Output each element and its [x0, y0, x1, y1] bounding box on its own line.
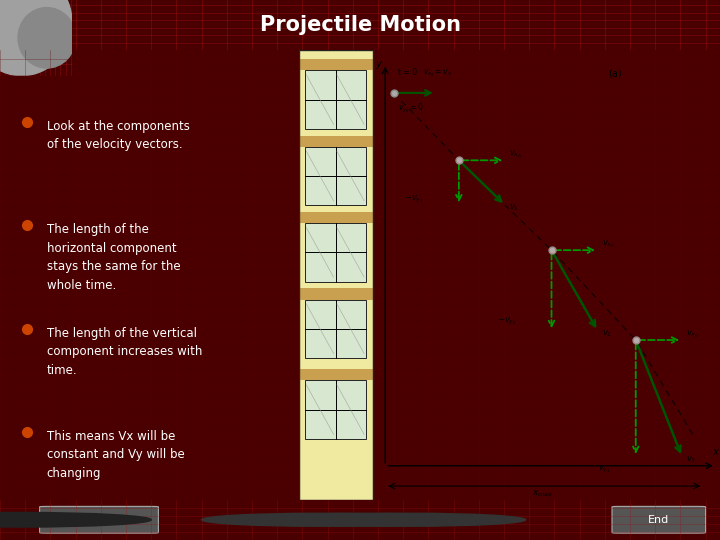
Circle shape: [0, 0, 72, 76]
Bar: [299, 369, 372, 381]
Circle shape: [248, 513, 479, 526]
Text: $v_1$: $v_1$: [510, 202, 520, 213]
Text: End: End: [648, 515, 670, 525]
Bar: [305, 223, 366, 281]
Bar: [299, 288, 372, 300]
Circle shape: [202, 513, 432, 526]
Text: This means Vx will be
constant and Vy will be
changing: This means Vx will be constant and Vy wi…: [47, 430, 184, 480]
Text: $-v_{y_1}$: $-v_{y_1}$: [404, 194, 424, 205]
Bar: [299, 50, 372, 500]
Text: $v_3$: $v_3$: [686, 454, 696, 465]
Text: Resources: Resources: [74, 515, 125, 525]
Bar: [305, 70, 366, 129]
Bar: [305, 381, 366, 439]
Text: $v_{x_0} = v_x$: $v_{x_0} = v_x$: [423, 68, 453, 79]
Text: y: y: [375, 59, 381, 69]
Text: $v_{x_0}$: $v_{x_0}$: [602, 239, 615, 250]
Bar: [299, 50, 372, 500]
Text: $v_2$: $v_2$: [602, 328, 612, 339]
FancyBboxPatch shape: [40, 507, 158, 533]
Text: t = 0: t = 0: [397, 68, 417, 77]
Bar: [305, 147, 366, 205]
Text: (a): (a): [608, 68, 621, 78]
Text: Projectile Motion: Projectile Motion: [259, 15, 461, 35]
Text: $v_{y_3}$: $v_{y_3}$: [598, 464, 611, 475]
Text: ►: ►: [407, 515, 414, 525]
Text: ⌂: ⌂: [361, 515, 366, 525]
Text: Look at the components
of the velocity vectors.: Look at the components of the velocity v…: [47, 120, 189, 151]
Bar: [299, 136, 372, 147]
Circle shape: [0, 512, 151, 527]
Text: $v_{x_0}$: $v_{x_0}$: [686, 328, 699, 340]
Bar: [299, 59, 372, 70]
Text: $x_{max}$: $x_{max}$: [532, 488, 554, 499]
Text: The length of the vertical
component increases with
time.: The length of the vertical component inc…: [47, 327, 202, 376]
Text: ?: ?: [18, 515, 25, 525]
Text: $v_{x_0}$: $v_{x_0}$: [510, 149, 522, 160]
Text: ◄: ◄: [313, 515, 320, 525]
Text: The length of the
horizontal component
stays the same for the
whole time.: The length of the horizontal component s…: [47, 223, 181, 292]
Bar: [305, 300, 366, 358]
Circle shape: [295, 513, 526, 526]
Circle shape: [18, 8, 76, 68]
FancyBboxPatch shape: [612, 507, 706, 533]
Bar: [299, 212, 372, 223]
Text: $v_{y_0} = 0$: $v_{y_0} = 0$: [397, 102, 424, 116]
Text: $-v_{y_2}$: $-v_{y_2}$: [497, 315, 516, 327]
Bar: [299, 50, 372, 59]
Text: x: x: [713, 447, 719, 457]
